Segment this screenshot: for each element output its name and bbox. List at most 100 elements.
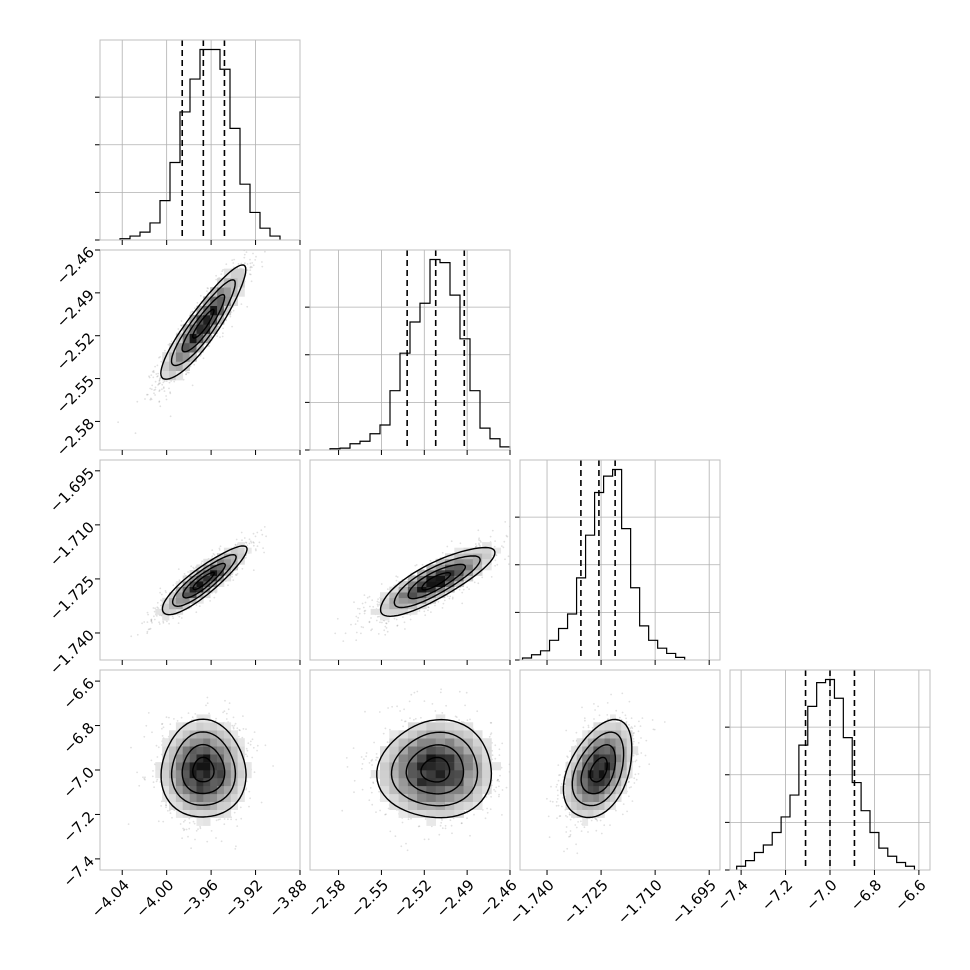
scatter-point xyxy=(180,320,183,322)
scatter-point xyxy=(480,541,482,543)
scatter-point xyxy=(216,335,219,337)
scatter-point xyxy=(249,797,252,800)
scatter-point xyxy=(166,620,168,623)
scatter-point xyxy=(363,594,366,596)
contour-line xyxy=(393,555,481,609)
density-cell xyxy=(435,558,446,565)
density-cell xyxy=(445,581,455,587)
density-cell xyxy=(196,333,204,344)
density-cell xyxy=(482,564,492,571)
scatter-point xyxy=(252,569,255,572)
density-cell xyxy=(203,315,211,325)
scatter-point xyxy=(150,388,153,391)
density-cell xyxy=(196,570,204,576)
scatter-point xyxy=(169,723,172,726)
panel-frame xyxy=(309,459,511,661)
scatter-point xyxy=(237,263,240,265)
density-cell xyxy=(217,553,225,560)
density-cell xyxy=(217,564,225,571)
scatter-point xyxy=(356,620,359,622)
scatter-point xyxy=(241,567,244,570)
scatter-point xyxy=(260,529,263,532)
scatter-point xyxy=(158,389,161,391)
scatter-point xyxy=(190,311,192,314)
scatter-point xyxy=(180,617,183,619)
density-cell xyxy=(398,586,409,593)
density-cell xyxy=(398,597,409,604)
scatter-point xyxy=(232,309,235,312)
scatter-point xyxy=(155,373,158,375)
scatter-point xyxy=(191,310,194,313)
scatter-point xyxy=(386,630,389,633)
density-cell xyxy=(175,370,184,381)
density-cell xyxy=(380,603,390,610)
scatter-point xyxy=(254,535,257,538)
density-cell xyxy=(370,608,381,615)
density-cell xyxy=(230,277,238,288)
density-cell xyxy=(435,564,446,571)
scatter-point xyxy=(252,532,255,535)
scatter-point xyxy=(370,629,372,632)
scatter-point xyxy=(215,274,218,277)
scatter-point xyxy=(158,378,161,380)
density-cell xyxy=(417,581,427,587)
density-cell xyxy=(223,296,232,306)
density-cell xyxy=(380,608,390,615)
density-cell xyxy=(454,575,464,582)
density-cell xyxy=(223,305,232,316)
scatter-point xyxy=(245,556,247,559)
density-cell xyxy=(445,564,455,571)
scatter-point xyxy=(187,571,190,573)
scatter-point xyxy=(174,341,177,343)
scatter-point xyxy=(256,531,259,534)
scatter-point xyxy=(272,765,274,767)
scatter-point xyxy=(451,596,454,599)
histogram-background xyxy=(520,460,720,660)
scatter-point xyxy=(150,619,153,621)
scatter-point xyxy=(151,370,154,373)
scatter-point xyxy=(466,586,469,589)
contour-line xyxy=(421,572,452,591)
scatter-point xyxy=(153,392,155,395)
density-cell xyxy=(417,597,427,604)
density-cell xyxy=(463,570,474,576)
scatter-point xyxy=(409,618,412,621)
scatter-point xyxy=(163,390,166,392)
density-cell xyxy=(237,277,245,288)
scatter-point xyxy=(360,626,363,628)
scatter-point xyxy=(154,386,157,389)
scatter-point xyxy=(227,584,229,587)
density-cell xyxy=(454,581,464,587)
scatter-point xyxy=(220,273,223,275)
scatter-point xyxy=(254,259,257,261)
scatter-point xyxy=(239,267,241,269)
scatter-point xyxy=(161,383,164,386)
scatter-point xyxy=(162,386,165,389)
scatter-point xyxy=(143,621,146,623)
scatter-point xyxy=(147,613,150,616)
scatter-point xyxy=(248,542,251,545)
scatter-point xyxy=(474,546,477,548)
scatter-point xyxy=(156,375,159,378)
density-cell xyxy=(217,581,225,587)
scatter-point xyxy=(261,533,264,536)
scatter-point xyxy=(243,253,246,256)
scatter-point xyxy=(217,325,220,328)
scatter-point xyxy=(158,401,161,403)
density-cell xyxy=(407,586,418,593)
scatter-point xyxy=(368,620,371,623)
density-cell xyxy=(472,564,483,571)
scatter-point xyxy=(146,393,148,396)
scatter-point xyxy=(404,628,406,630)
scatter-point xyxy=(478,542,480,545)
scatter-point xyxy=(385,627,388,629)
density-cell xyxy=(426,581,436,587)
scatter-point xyxy=(232,579,235,581)
scatter-point xyxy=(217,818,220,821)
density-cell xyxy=(175,333,184,344)
scatter-point xyxy=(148,628,151,630)
histogram-step xyxy=(736,678,916,870)
density-cell xyxy=(237,287,245,297)
scatter-point xyxy=(442,602,445,605)
scatter-point xyxy=(153,615,155,618)
